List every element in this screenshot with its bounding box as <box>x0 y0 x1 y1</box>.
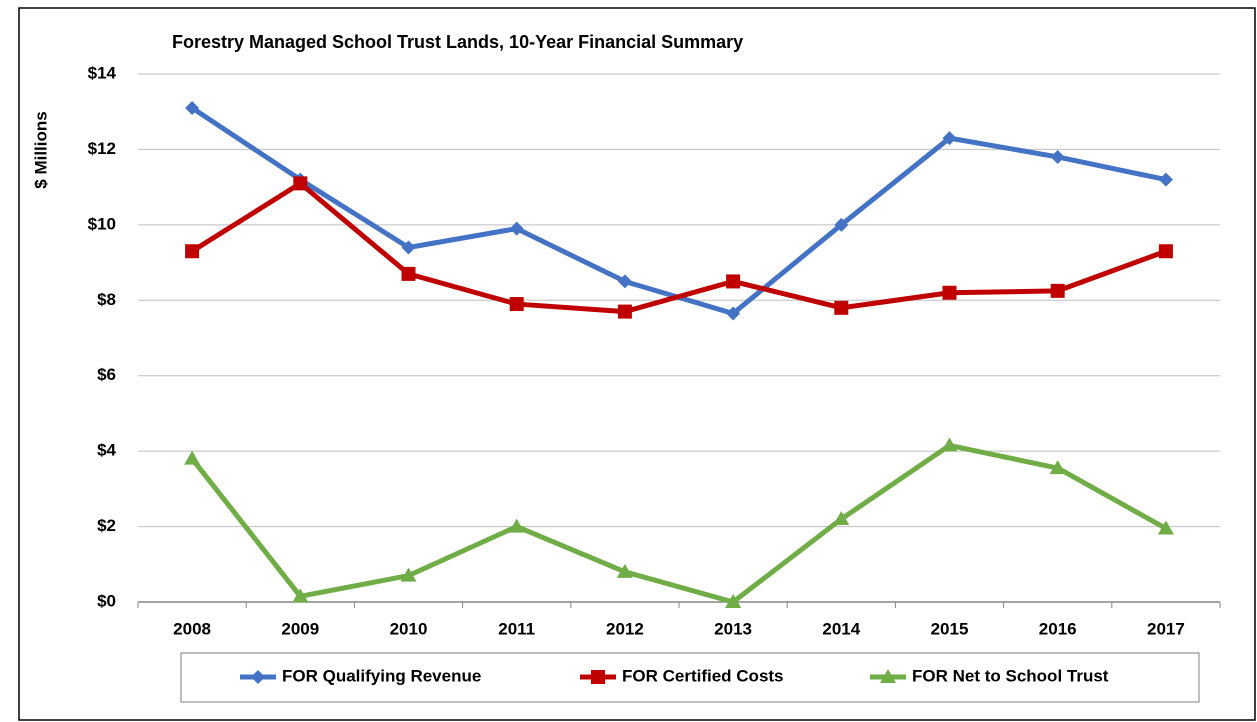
marker <box>617 274 632 289</box>
marker <box>726 306 741 321</box>
marker <box>725 594 742 608</box>
y-tick-label: $8 <box>97 290 116 309</box>
y-tick-label: $4 <box>97 441 116 460</box>
marker <box>251 670 265 684</box>
marker <box>942 285 957 300</box>
chart-title: Forestry Managed School Trust Lands, 10-… <box>172 32 743 52</box>
marker <box>833 511 850 526</box>
marker <box>185 244 200 259</box>
x-tick-label: 2015 <box>931 619 969 638</box>
y-tick-label: $14 <box>88 63 117 82</box>
y-tick-label: $0 <box>97 591 116 610</box>
x-tick-label: 2011 <box>498 619 535 638</box>
marker <box>184 450 201 465</box>
marker <box>509 221 524 236</box>
series-line <box>190 180 1167 315</box>
y-tick-label: $10 <box>88 214 116 233</box>
marker <box>1157 520 1174 535</box>
marker <box>1158 244 1173 259</box>
y-axis-label: $ Millions <box>31 111 50 188</box>
legend-label: FOR Qualifying Revenue <box>282 666 481 685</box>
marker <box>293 176 308 191</box>
marker <box>591 670 605 684</box>
x-tick-label: 2014 <box>822 619 860 638</box>
marker <box>1049 460 1066 475</box>
legend-box <box>180 652 1200 703</box>
marker <box>400 567 417 582</box>
x-tick-label: 2012 <box>606 619 644 638</box>
legend-label: FOR Net to School Trust <box>912 666 1109 685</box>
legend-label: FOR Certified Costs <box>622 666 784 685</box>
y-tick-label: $2 <box>97 516 116 535</box>
marker <box>941 437 958 452</box>
marker <box>617 304 632 319</box>
x-tick-label: 2017 <box>1147 619 1185 638</box>
marker <box>401 266 416 281</box>
x-tick-label: 2013 <box>714 619 752 638</box>
marker <box>1050 283 1065 298</box>
marker <box>1050 149 1065 164</box>
y-tick-label: $6 <box>97 365 116 384</box>
marker <box>880 669 896 683</box>
x-tick-label: 2016 <box>1039 619 1077 638</box>
x-tick-label: 2009 <box>281 619 319 638</box>
marker <box>834 300 849 315</box>
marker <box>509 297 524 312</box>
x-tick-label: 2008 <box>173 619 211 638</box>
marker <box>185 100 200 115</box>
marker <box>942 131 957 146</box>
marker <box>292 588 309 603</box>
marker <box>1158 172 1173 187</box>
x-tick-label: 2010 <box>390 619 428 638</box>
marker <box>834 217 849 232</box>
marker <box>616 563 633 578</box>
marker <box>508 518 525 533</box>
series-line <box>190 442 1168 605</box>
marker <box>726 274 741 289</box>
y-tick-label: $12 <box>88 139 116 158</box>
marker <box>401 240 416 255</box>
